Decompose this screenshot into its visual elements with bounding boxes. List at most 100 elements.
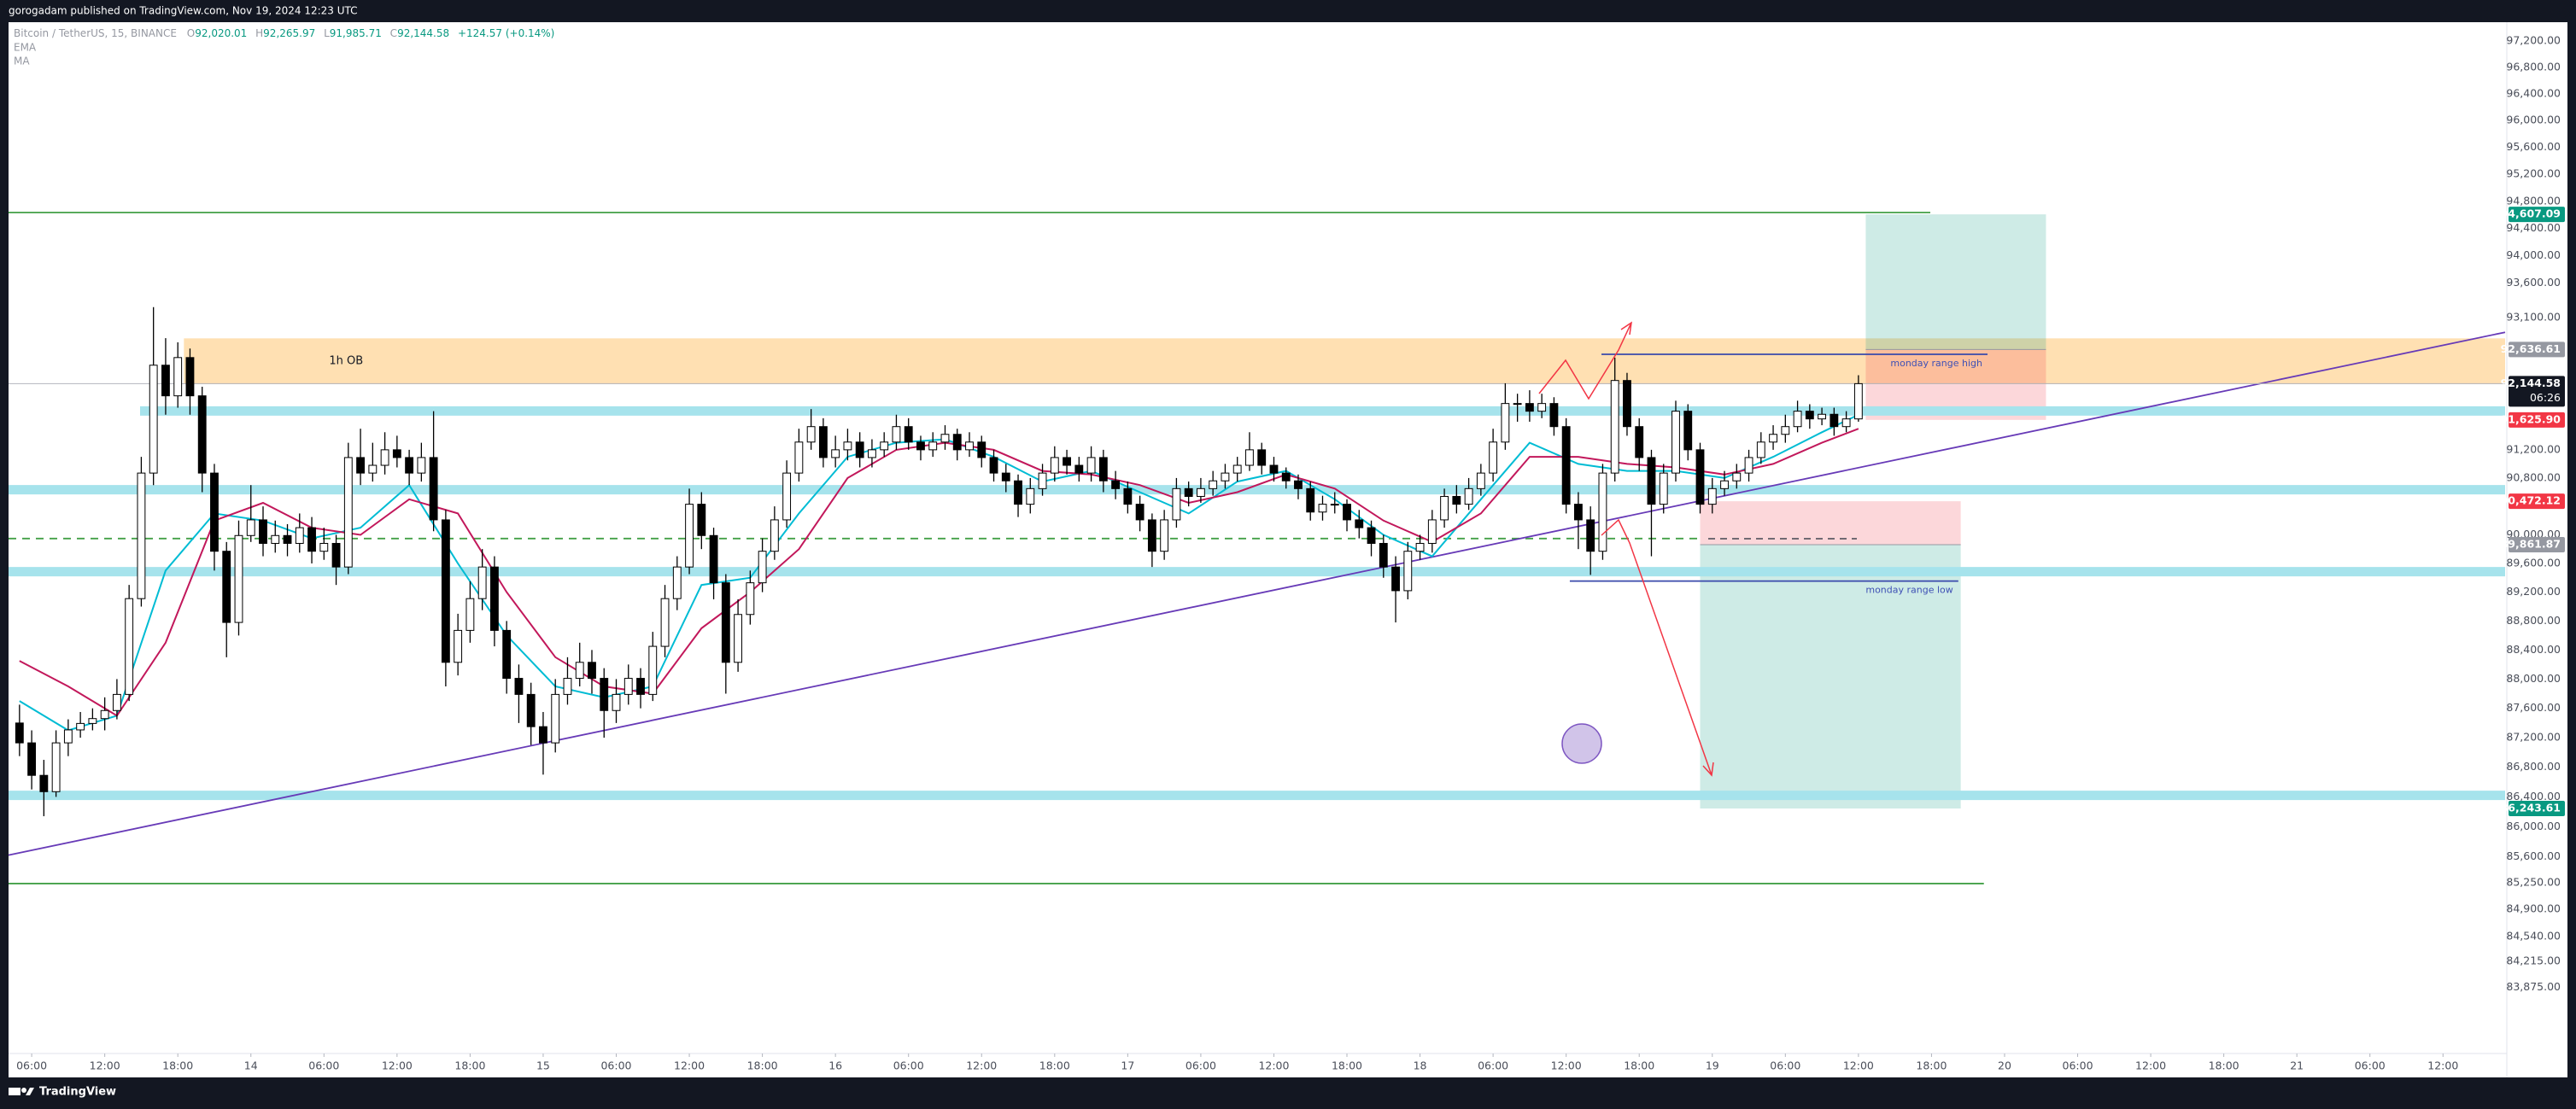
candle-body <box>1269 464 1279 474</box>
x-tick-label: 12:00 <box>674 1059 705 1072</box>
y-tick-label: 91,200.00 <box>2506 442 2561 455</box>
candle-body <box>1489 441 1498 474</box>
y-tick-label: 89,600.00 <box>2506 556 2561 569</box>
candle-body <box>600 678 609 711</box>
candle-body <box>892 426 901 443</box>
candle-body <box>405 457 414 474</box>
candle-body <box>709 534 718 584</box>
candle-body <box>441 519 450 663</box>
candle-body <box>1525 403 1534 412</box>
x-tick-label: 18:00 <box>1916 1059 1947 1072</box>
x-tick-label: 19 <box>1706 1059 1719 1072</box>
candle-body <box>1537 403 1547 412</box>
order-block-zone <box>184 338 2505 385</box>
candle-body <box>770 519 779 552</box>
candle-body <box>782 472 792 521</box>
candle-body <box>1501 403 1510 443</box>
candle-body <box>343 457 353 568</box>
ohlc-value: 92,144.58 <box>397 27 449 39</box>
target-label: 86,243.61 <box>2501 802 2561 814</box>
candle-body <box>1306 487 1315 513</box>
last-price-label: 92,144.58 <box>2501 376 2561 389</box>
x-tick-label: 06:00 <box>1478 1059 1508 1072</box>
candle-body <box>1561 426 1571 505</box>
candle-body <box>1683 411 1693 451</box>
candle-body <box>1781 426 1790 435</box>
candle-body <box>246 519 255 536</box>
x-tick-label: 12:00 <box>382 1059 413 1072</box>
candle-body <box>1147 519 1156 552</box>
candle-body <box>1464 487 1473 505</box>
candle-body <box>818 426 828 458</box>
candle-body <box>563 678 572 695</box>
candle-body <box>1549 403 1559 428</box>
candle-body <box>636 678 645 695</box>
ohlc-change: +124.57 (+0.14%) <box>458 27 554 39</box>
candle-body <box>1756 441 1765 458</box>
symbol-legend: Bitcoin / TetherUS, 15, BINANCE O92,020.… <box>14 27 554 39</box>
candle-body <box>380 449 389 466</box>
candle-body <box>1427 519 1437 544</box>
candle-body <box>1160 519 1169 552</box>
x-tick-label: 06:00 <box>2063 1059 2093 1072</box>
x-tick-label: 06:00 <box>600 1059 631 1072</box>
candle-body <box>39 774 49 792</box>
x-tick-label: 12:00 <box>1258 1059 1289 1072</box>
x-tick-label: 18:00 <box>747 1059 778 1072</box>
candle-body <box>624 678 633 695</box>
candle-body <box>1659 472 1668 505</box>
target-label: 94,607.09 <box>2501 207 2561 220</box>
candle-body <box>880 441 889 451</box>
logo-shape <box>21 1088 26 1093</box>
y-tick-label: 85,600.00 <box>2506 849 2561 862</box>
candle-body <box>1623 380 1631 428</box>
candle-body <box>1720 480 1729 489</box>
candle-body <box>1574 504 1583 521</box>
annotation-layer <box>1538 321 1857 777</box>
x-tick-label: 15 <box>536 1059 550 1072</box>
candle-body <box>514 678 524 695</box>
candle-body <box>1671 411 1680 474</box>
indicator-legend: MA <box>14 55 30 67</box>
x-tick-label: 06:00 <box>1186 1059 1216 1072</box>
x-tick-label: 18:00 <box>1332 1059 1362 1072</box>
stop-label-box <box>2509 411 2565 428</box>
ohlc-key: L <box>324 27 330 39</box>
ohlc-value: 92,265.97 <box>263 27 315 39</box>
entry-label: 92,636.61 <box>2501 342 2561 355</box>
x-tick-label: 06:00 <box>1770 1059 1800 1072</box>
candle-body <box>1123 487 1133 505</box>
candle-body <box>137 472 146 599</box>
candle-body <box>51 742 61 792</box>
candle-body <box>1001 472 1010 482</box>
y-tick-label: 86,000.00 <box>2506 820 2561 832</box>
countdown: 06:26 <box>2530 391 2561 404</box>
zone-label: 1h OB <box>329 355 363 368</box>
x-tick-label: 21 <box>2290 1059 2304 1072</box>
target-label-box <box>2509 801 2565 817</box>
candle-body <box>1355 519 1364 528</box>
candle-body <box>454 629 463 663</box>
candle-body <box>952 434 962 451</box>
candle-body <box>1647 457 1656 505</box>
candle-body <box>88 718 97 724</box>
candle-body <box>806 426 816 443</box>
arrow-head <box>1702 762 1714 777</box>
candle-body <box>1403 551 1413 592</box>
stop-label: 91,625.90 <box>2501 412 2561 425</box>
candle-body <box>283 534 292 544</box>
candle-body <box>307 527 316 552</box>
candle-body <box>1415 542 1425 552</box>
candle-body <box>1209 480 1218 489</box>
candle-body <box>1257 449 1267 466</box>
x-tick-label: 18:00 <box>162 1059 193 1072</box>
candle-body <box>672 566 682 599</box>
candle-body <box>1476 472 1485 489</box>
candle-body <box>928 441 938 451</box>
candle-body <box>1440 495 1449 521</box>
candle-body <box>977 441 986 458</box>
candle-body <box>465 598 475 631</box>
candle-body <box>1232 464 1242 474</box>
